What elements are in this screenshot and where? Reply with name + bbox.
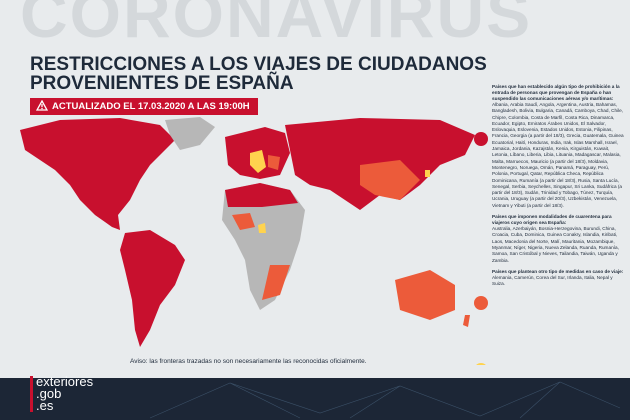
update-banner: ACTUALIZADO EL 17.03.2020 A LAS 19:00H <box>30 98 258 115</box>
europe-orange <box>268 155 280 170</box>
legend-countries: Australia, Azerbaiyán, Bosnia-Herzegovin… <box>492 226 619 263</box>
title-line: RESTRICCIONES A LOS VIAJES DE CIUDADANOS <box>30 54 487 75</box>
china <box>360 160 420 200</box>
legend-group: Países que imponen modalidades de cuaren… <box>492 214 626 264</box>
legend-group: Países que han establecido algún tipo de… <box>492 84 626 209</box>
footer-band <box>0 378 630 420</box>
legend-countries: Albania, Arabia Saudí, Angola, Argentina… <box>492 102 624 208</box>
warning-icon <box>36 100 48 111</box>
legend-marker <box>474 132 488 146</box>
background-word: CORONAVIRUS <box>20 0 533 51</box>
africa-orange <box>232 213 290 300</box>
cameroon <box>258 223 266 233</box>
north-america <box>20 118 175 230</box>
title: RESTRICCIONES A LOS VIAJES DE CIUDADANOS… <box>30 55 487 93</box>
legend-markers <box>474 132 488 365</box>
network-lines <box>149 381 621 419</box>
legend-marker <box>476 363 486 365</box>
greenland <box>165 117 215 150</box>
footer-bg <box>0 378 630 420</box>
update-text: ACTUALIZADO EL 17.03.2020 A LAS 19:00H <box>52 101 250 112</box>
legend-heading: Países que han establecido algún tipo de… <box>492 84 620 101</box>
legend-heading: Países que plantean otro tipo de medidas… <box>492 268 624 274</box>
logo-line: .gob <box>36 386 62 401</box>
logo: exteriores .gob .es <box>30 374 94 413</box>
south-america <box>120 230 185 347</box>
north-africa <box>225 183 298 207</box>
europe-yellow <box>250 150 266 173</box>
world-map <box>20 117 488 365</box>
logo-line: .es <box>36 398 54 413</box>
notice: Aviso: las fronteras trazadas no son nec… <box>130 358 367 365</box>
korea <box>425 170 430 177</box>
logo-line: exteriores <box>36 374 94 389</box>
legend-heading: Países que imponen modalidades de cuaren… <box>492 214 612 226</box>
legend: Países que han establecido algún tipo de… <box>492 84 626 292</box>
legend-countries: Alemania, Camerún, Corea del Sur, Irland… <box>492 274 613 287</box>
title-line: PROVENIENTES DE ESPAÑA <box>30 73 294 94</box>
oceania <box>395 270 470 327</box>
legend-marker <box>474 296 488 310</box>
legend-group: Países que plantean otro tipo de medidas… <box>492 269 626 288</box>
